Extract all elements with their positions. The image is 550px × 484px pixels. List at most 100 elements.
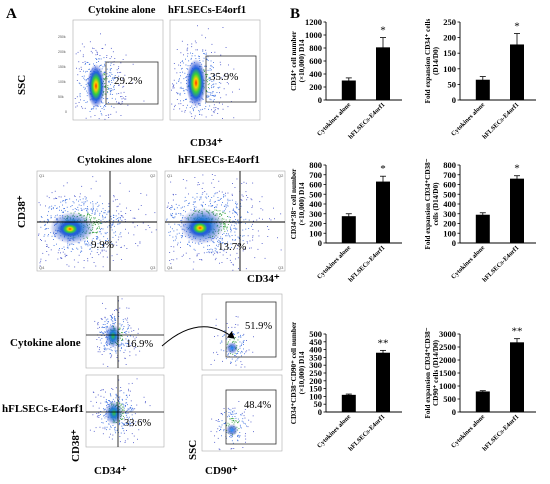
event-scatter [210, 401, 254, 451]
y-tick-label: 0 [452, 238, 456, 248]
y-tick-label: 250 [309, 368, 322, 378]
y-tick-label: 800 [443, 160, 456, 170]
y-tick-label: 400 [309, 199, 322, 209]
y-tick-label: 0 [318, 95, 322, 105]
row1-ytick: 150k [58, 65, 66, 69]
significance-marker: * [514, 21, 520, 33]
category-label: hFLSECs-E4orf1 [347, 413, 386, 452]
bar [510, 44, 524, 100]
row1-plot-right: 35.9% [169, 19, 261, 121]
category-label: hFLSECs-E4orf1 [347, 244, 386, 283]
y-tick-label: 0 [318, 238, 322, 248]
bar [341, 216, 356, 243]
category-label: hFLSECs-E4orf1 [481, 413, 520, 452]
y-tick-label: 50 [314, 399, 323, 409]
y-tick-label: 300 [309, 360, 322, 370]
y-tick-label: 500 [443, 394, 456, 404]
y-axis-label: Fold expansion CD34⁺ cells [424, 18, 432, 103]
y-tick-label: 1000 [305, 30, 322, 40]
row1-ytick: 100k [58, 80, 66, 84]
y-tick-label: 400 [443, 199, 456, 209]
y-tick-label: 0 [452, 95, 456, 105]
y-axis-label: CD90⁺ cells (D14/D0) [432, 339, 440, 406]
y-tick-label: 100 [443, 64, 456, 74]
y-tick-label: 300 [309, 209, 322, 219]
quadrant-label: Q2 [150, 173, 156, 178]
y-tick-label: 500 [309, 189, 322, 199]
row2-ylabel: CD38⁺ [16, 195, 28, 228]
y-tick-label: 700 [443, 170, 456, 180]
y-tick-label: 2000 [439, 355, 456, 365]
panel-a-letter: A [6, 6, 17, 22]
bar [475, 391, 490, 412]
bar [475, 79, 490, 100]
significance-marker: * [380, 25, 386, 37]
y-tick-label: 250 [443, 17, 456, 27]
y-axis-label: Fold expansion CD34⁺CD38⁻ [424, 158, 432, 249]
density-core [87, 64, 105, 108]
quadrant-label: Q1 [167, 173, 173, 178]
gate-box [205, 55, 257, 103]
y-tick-label: 150 [443, 48, 456, 58]
row1-group: Cytokine alone hFLSECs-E4orf1 SSC CD34⁺ … [16, 5, 261, 149]
y-tick-label: 100 [443, 228, 456, 238]
gate-box [225, 389, 277, 445]
y-axis-label: cells (D14/D0) [432, 182, 440, 226]
category-label: Cytokines alone [316, 101, 352, 137]
y-tick-label: 1000 [439, 381, 456, 391]
significance-marker: * [380, 163, 386, 175]
quadrant-label: Q1 [39, 173, 45, 178]
category-label: hFLSECs-E4orf1 [347, 101, 386, 140]
row3-plot-top-right: 51.9% [201, 293, 283, 371]
y-axis-label: (×10,000) D14 [298, 351, 306, 394]
quadrant-label: Q3 [278, 265, 284, 270]
significance-marker: ** [378, 337, 389, 349]
y-tick-label: 400 [309, 69, 322, 79]
y-tick-label: 200 [309, 219, 322, 229]
y-axis-label: CD34⁺38⁻ cell number [290, 168, 298, 239]
row1-ytick: 50k [58, 95, 64, 99]
y-axis-label: (×10,000) D14 [298, 182, 306, 225]
y-tick-label: 200 [309, 82, 322, 92]
y-axis-label: (D14/D0) [432, 46, 440, 75]
row1-title-right: hFLSECs-E4orf1 [168, 5, 246, 16]
category-label: Cytokines alone [316, 244, 352, 280]
row1-ytick: 250k [58, 35, 66, 39]
y-tick-label: 500 [443, 189, 456, 199]
density-core [188, 219, 212, 237]
y-tick-label: 100 [309, 391, 322, 401]
y-axis-label: Fold expansion CD34⁺CD38⁻ [424, 327, 432, 418]
row3-right-percent-top: 51.9% [245, 321, 272, 332]
bar [341, 394, 356, 412]
density-core [186, 59, 206, 107]
density-core [226, 342, 238, 354]
category-label: Cytokines alone [450, 244, 486, 280]
y-tick-label: 1200 [305, 17, 322, 27]
row3-left-ylabel: CD38⁺ [70, 429, 82, 462]
row1-ylabel: SSC [16, 75, 28, 95]
significance-marker: * [514, 163, 520, 175]
y-tick-label: 150 [309, 384, 322, 394]
row3-plot-top-left: 16.9% [85, 295, 165, 369]
quadrant-label: Q4 [39, 265, 45, 270]
quadrant-label: Q2 [278, 173, 284, 178]
row1-xlabel: CD34⁺ [190, 137, 223, 149]
y-axis-label: CD34⁺CD38⁻CD90⁺ cell number [290, 321, 298, 424]
gating-arrow [161, 326, 235, 347]
category-label: hFLSECs-E4orf1 [481, 244, 520, 283]
row1-ytick: 0 [65, 110, 67, 114]
category-label: Cytokines alone [450, 413, 486, 449]
row2-xlabel: CD34⁺ [247, 273, 280, 285]
y-tick-label: 600 [309, 56, 322, 66]
y-tick-label: 600 [443, 180, 456, 190]
y-tick-label: 300 [443, 209, 456, 219]
y-tick-label: 600 [309, 180, 322, 190]
row2-title-right: hFLSECs-E4orf1 [178, 154, 260, 166]
y-tick-label: 450 [309, 337, 322, 347]
row2-gate-percent-right: 13.7% [218, 241, 246, 253]
y-tick-label: 500 [309, 329, 322, 339]
bar [376, 181, 390, 243]
quadrant-label: Q4 [167, 265, 173, 270]
